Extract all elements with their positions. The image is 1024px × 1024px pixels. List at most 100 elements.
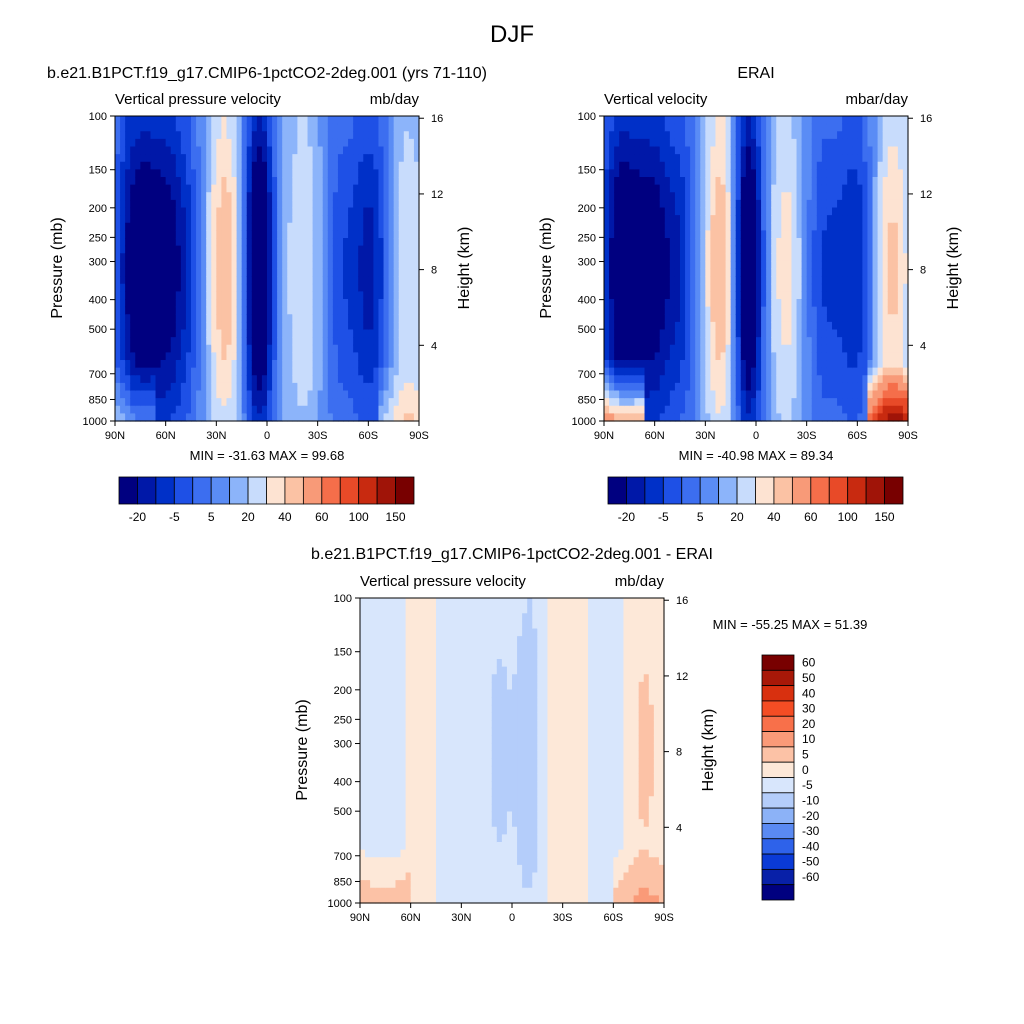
field-cell <box>614 329 620 338</box>
field-cell <box>669 199 676 209</box>
field-cell <box>705 192 711 201</box>
field-cell <box>373 390 380 399</box>
field-cell <box>619 375 625 384</box>
field-cell <box>756 238 762 247</box>
field-cell <box>659 329 666 338</box>
field-cell <box>383 177 390 186</box>
field-cell <box>388 321 395 331</box>
field-cell <box>796 413 803 422</box>
field-cell <box>801 253 808 262</box>
field-cell <box>796 360 803 369</box>
field-cell <box>393 146 400 155</box>
field-cell <box>735 253 742 262</box>
field-cell <box>892 230 899 239</box>
field-cell <box>902 230 909 239</box>
field-cell <box>322 299 329 308</box>
field-cell <box>847 177 853 186</box>
field-cell <box>796 314 803 323</box>
field-cell <box>740 344 747 353</box>
field-cell <box>373 276 380 285</box>
field-cell <box>669 230 676 239</box>
field-cell <box>358 177 364 186</box>
field-cell <box>776 390 782 399</box>
field-cell <box>867 138 874 148</box>
field-cell <box>216 192 222 201</box>
field-cell <box>892 413 899 422</box>
field-cell <box>705 382 711 392</box>
field-cell <box>226 268 233 277</box>
field-cell <box>302 222 309 231</box>
field-cell <box>852 276 858 285</box>
field-cell <box>226 375 233 384</box>
field-cell <box>745 222 752 231</box>
field-cell <box>191 367 197 376</box>
field-cell <box>826 199 833 209</box>
field-cell <box>307 268 314 277</box>
field-cell <box>201 299 207 308</box>
field-cell <box>332 131 339 140</box>
field-cell <box>261 215 268 224</box>
field-cell <box>811 245 818 254</box>
field-cell <box>287 238 293 247</box>
field-cell <box>261 283 268 292</box>
field-cell <box>261 199 268 209</box>
field-cell <box>267 314 273 323</box>
field-cell <box>358 192 364 201</box>
field-cell <box>690 161 696 170</box>
field-cell <box>140 344 146 353</box>
field-cell <box>649 413 656 422</box>
field-cell <box>852 344 858 353</box>
field-cell <box>201 131 207 140</box>
field-cell <box>368 123 374 132</box>
field-cell <box>669 253 676 262</box>
field-cell <box>302 230 309 239</box>
field-cell <box>710 375 717 384</box>
field-cell <box>393 207 400 216</box>
field-cell <box>725 314 732 323</box>
field-cell <box>120 207 126 216</box>
field-cell <box>740 398 747 407</box>
panel-heading: b.e21.B1PCT.f19_g17.CMIP6-1pctCO2-2deg.0… <box>311 546 713 563</box>
field-cell <box>155 245 162 254</box>
field-cell <box>649 199 656 209</box>
field-cell <box>674 413 681 422</box>
field-cell <box>639 238 646 247</box>
field-cell <box>363 306 369 315</box>
field-cell <box>175 276 182 285</box>
field-cell <box>130 390 136 399</box>
field-cell <box>125 398 131 407</box>
field-cell <box>887 367 894 376</box>
field-cell <box>842 207 848 216</box>
field-cell <box>332 360 339 369</box>
field-cell <box>674 329 681 338</box>
field-cell <box>745 276 752 285</box>
field-cell <box>363 146 369 155</box>
field-cell <box>185 337 192 346</box>
field-cell <box>175 260 182 270</box>
field-cell <box>312 123 319 132</box>
field-cell <box>776 299 782 308</box>
field-cell <box>730 161 737 170</box>
field-cell <box>353 131 359 140</box>
field-cell <box>393 299 400 308</box>
field-cell <box>180 314 187 323</box>
field-cell <box>317 138 324 148</box>
field-cell <box>125 306 131 315</box>
field-cell <box>170 177 177 186</box>
y-tick-label: 850 <box>578 394 596 406</box>
field-cell <box>277 169 283 178</box>
field-cell <box>644 199 651 209</box>
field-cell <box>761 360 767 369</box>
colorbar-box <box>358 476 378 505</box>
field-cell <box>852 306 858 315</box>
field-cell <box>408 245 415 254</box>
field-cell <box>695 413 701 422</box>
field-cell <box>750 184 757 193</box>
field-cell <box>781 321 787 331</box>
field-cell <box>327 405 334 414</box>
field-cell <box>725 405 732 414</box>
field-cell <box>170 367 177 376</box>
field-cell <box>826 123 833 132</box>
field-cell <box>206 192 212 201</box>
field-cell <box>766 253 772 262</box>
